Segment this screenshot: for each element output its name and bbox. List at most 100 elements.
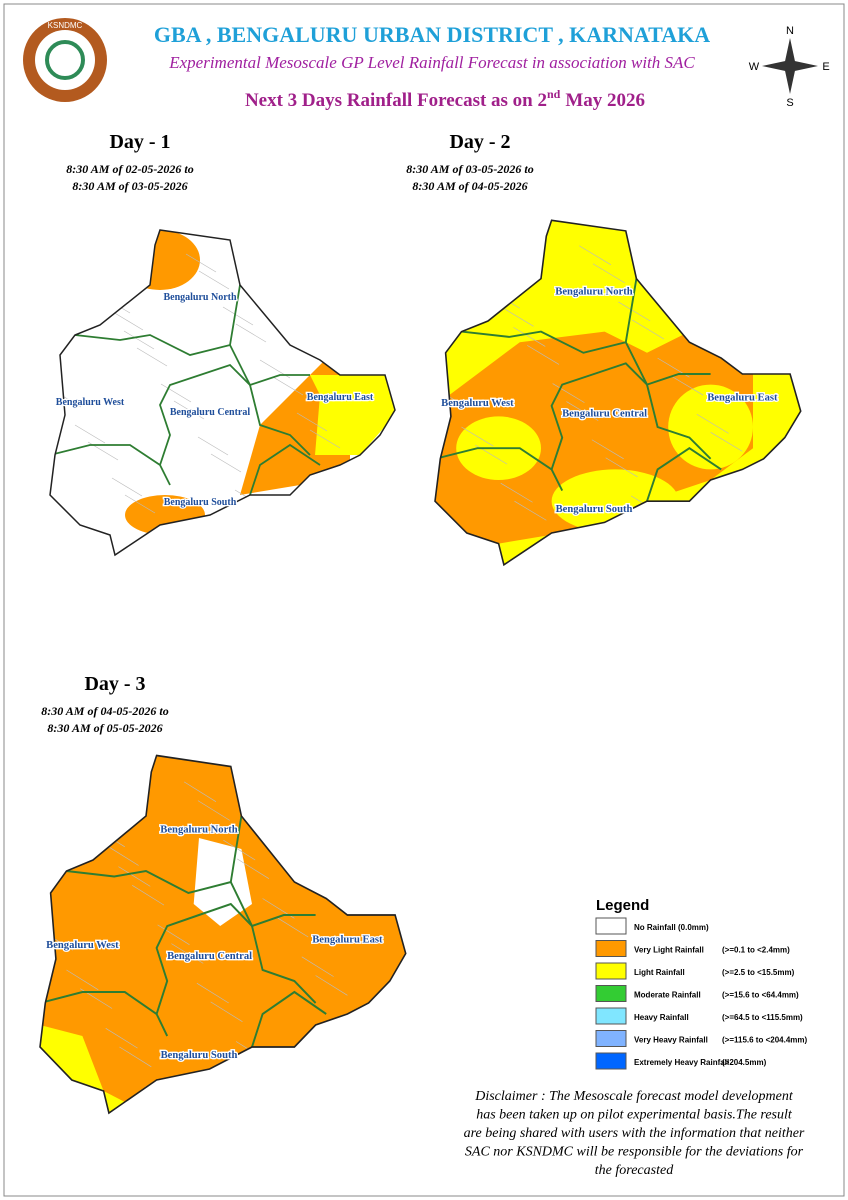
legend-range: (>=15.6 to <64.4mm) — [722, 991, 799, 1000]
disclaimer: Disclaimer : The Mesoscale forecast mode… — [464, 1089, 805, 1178]
gp-boundary — [367, 871, 400, 893]
gp-boundary — [271, 542, 303, 555]
compass-w: W — [749, 61, 760, 73]
forecast-title-prefix: Next 3 Days Rainfall Forecast as on 2 — [245, 90, 547, 111]
region-label: Bengaluru West — [46, 939, 119, 951]
gp-boundary — [631, 319, 665, 340]
title: GBA , BENGALURU URBAN DISTRICT , KARNATA… — [154, 22, 710, 47]
zone-boundary — [550, 362, 712, 470]
gp-boundary — [566, 401, 599, 421]
disclaimer-line: has been taken up on pilot experimental … — [476, 1108, 793, 1123]
gp-boundary — [735, 470, 769, 490]
gp-boundary — [198, 270, 230, 290]
gp-boundary — [284, 230, 316, 249]
rain-patch — [193, 838, 252, 926]
gp-boundary — [74, 424, 106, 444]
region-label: Bengaluru East — [707, 392, 778, 403]
gp-boundary — [171, 943, 204, 964]
gp-boundary — [197, 800, 230, 821]
gp-boundary — [435, 220, 467, 235]
gp-boundary — [591, 439, 624, 460]
legend-swatch — [595, 985, 627, 1002]
subtitle: Experimental Mesoscale GP Level Rainfall… — [168, 53, 695, 72]
legend-range: (>=64.5 to <115.5mm) — [722, 1013, 803, 1022]
gp-boundary — [158, 1105, 191, 1114]
legend-label: Very Light Rainfall — [634, 946, 704, 955]
gp-boundary — [132, 885, 165, 906]
compass-e: E — [822, 61, 829, 73]
gp-boundary — [249, 1059, 282, 1081]
gp-boundary — [683, 220, 717, 240]
compass-star — [762, 60, 818, 72]
gp-boundary — [775, 526, 801, 546]
gp-boundary — [380, 1073, 406, 1094]
region-label: Bengaluru North — [160, 823, 237, 835]
page-border — [3, 3, 845, 1197]
gp-boundary — [358, 335, 390, 355]
gp-boundary — [106, 845, 139, 866]
legend: Legend No Rainfall (0.0mm) Very Light Rain… — [595, 897, 808, 1070]
gp-boundary — [501, 306, 534, 327]
gp-boundary — [105, 1028, 138, 1049]
map-base — [40, 755, 406, 1113]
region-label: Bengaluru Central — [167, 950, 252, 962]
legend-swatch — [595, 1007, 627, 1025]
gp-boundary — [272, 376, 304, 396]
gp-boundary — [67, 787, 100, 808]
map-outline — [434, 219, 802, 567]
gp-boundary — [123, 330, 155, 350]
gp-boundary — [62, 241, 94, 261]
gp-boundary — [210, 453, 242, 473]
gp-boundary — [50, 230, 81, 244]
gp-boundary — [500, 482, 533, 503]
day-period: 8:30 AM of 03-05-2026 — [72, 179, 187, 193]
gp-boundary — [592, 263, 625, 284]
region-label: Bengaluru South — [556, 504, 633, 515]
legend-swatch — [595, 962, 627, 980]
legend-title: Legend — [596, 897, 649, 914]
gp-boundary — [748, 314, 781, 334]
gp-boundary — [124, 494, 156, 514]
gp-boundary — [696, 414, 729, 434]
gp-boundary — [308, 265, 340, 285]
region-label: Bengaluru East — [307, 392, 374, 403]
zone-boundary — [249, 443, 321, 496]
gp-boundary — [448, 232, 481, 253]
region-label: Bengaluru Central — [562, 408, 647, 419]
maps: Day - 1 8:30 AM of 02-05-2026 to 8:30 AM o… — [39, 131, 802, 1115]
region-label: Bengaluru West — [56, 397, 125, 408]
logo: KSNDMC — [23, 18, 107, 102]
gp-boundary — [328, 813, 361, 834]
rain-patches — [50, 230, 395, 555]
gp-boundary — [53, 768, 86, 789]
gp-boundary — [40, 755, 72, 771]
gp-boundary — [183, 781, 217, 802]
gp-boundary — [247, 506, 279, 526]
gp-boundary — [309, 429, 341, 449]
legend-label: Heavy Rainfall — [634, 1013, 689, 1022]
gp-boundary — [197, 436, 229, 456]
gp-boundary — [235, 323, 267, 343]
gp-boundary — [119, 1046, 152, 1068]
zone-boundary — [50, 444, 171, 486]
gp-boundary — [514, 500, 547, 521]
compass-s: S — [786, 97, 793, 109]
disclaimer-line: Disclaimer : The Mesoscale forecast mode… — [474, 1089, 794, 1104]
region-label: Bengaluru East — [312, 933, 383, 945]
gp-boundary — [788, 544, 801, 565]
compass-n: N — [786, 25, 794, 37]
gp-boundary — [321, 282, 353, 302]
legend-range: (>=2.5 to <15.5mm) — [722, 968, 795, 977]
day-title: Day - 2 — [449, 131, 510, 153]
forecast-title-suffix: May 2026 — [565, 90, 645, 111]
gp-boundary — [671, 375, 704, 396]
gp-boundary — [605, 457, 638, 478]
zone-boundary — [159, 363, 311, 466]
gp-boundary — [353, 853, 386, 874]
region-label: Bengaluru West — [441, 398, 514, 409]
zone-boundary — [229, 815, 243, 883]
rain-patch — [120, 230, 200, 290]
district-map: Bengaluru North Bengaluru West Bengaluru C… — [434, 219, 802, 567]
gp-boundary — [462, 250, 495, 271]
gp-boundary — [79, 808, 112, 829]
